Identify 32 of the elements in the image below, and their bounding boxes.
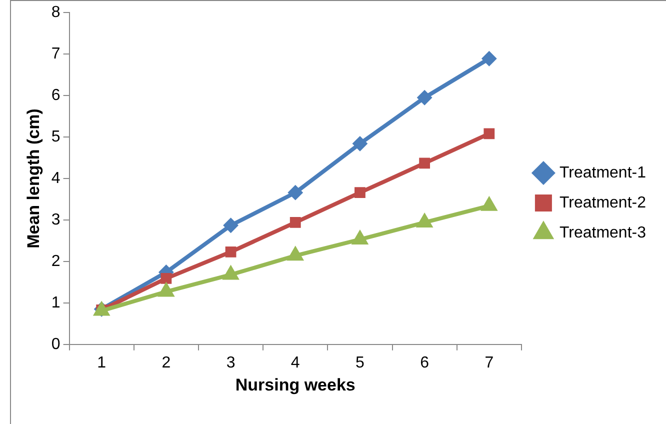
y-tick-label: 3 — [51, 211, 60, 228]
y-tick-label: 8 — [51, 4, 60, 22]
point — [484, 128, 495, 140]
point — [482, 51, 497, 66]
point — [225, 246, 236, 258]
y-tick-label: 5 — [51, 128, 60, 146]
x-tick-label: 6 — [420, 354, 430, 372]
x-axis-title: Nursing weeks — [235, 375, 356, 394]
y-tick-label: 2 — [51, 252, 60, 270]
point — [288, 185, 303, 200]
point — [160, 273, 172, 284]
point — [352, 136, 368, 152]
point — [223, 218, 238, 233]
y-axis-title: Mean length (cm) — [24, 108, 43, 248]
y-tick-label: 1 — [51, 294, 60, 312]
legend-label: Treatment-1 — [559, 164, 646, 182]
point — [419, 158, 430, 169]
y-tick-label: 6 — [51, 86, 60, 104]
x-tick-label: 4 — [290, 354, 300, 372]
legend-label: Treatment-2 — [559, 194, 646, 212]
y-tick-label: 4 — [51, 170, 60, 187]
point — [354, 187, 366, 198]
x-tick-label: 3 — [226, 354, 236, 372]
x-tick-label: 1 — [97, 354, 106, 372]
y-tick-label: 0 — [51, 336, 60, 353]
x-tick-label: 2 — [162, 354, 171, 372]
x-tick-label: 7 — [484, 354, 494, 372]
x-tick-label: 5 — [356, 354, 365, 372]
legend-label: Treatment-3 — [559, 224, 646, 242]
y-tick-label: 7 — [51, 45, 60, 62]
point — [417, 90, 432, 106]
point — [290, 217, 301, 228]
